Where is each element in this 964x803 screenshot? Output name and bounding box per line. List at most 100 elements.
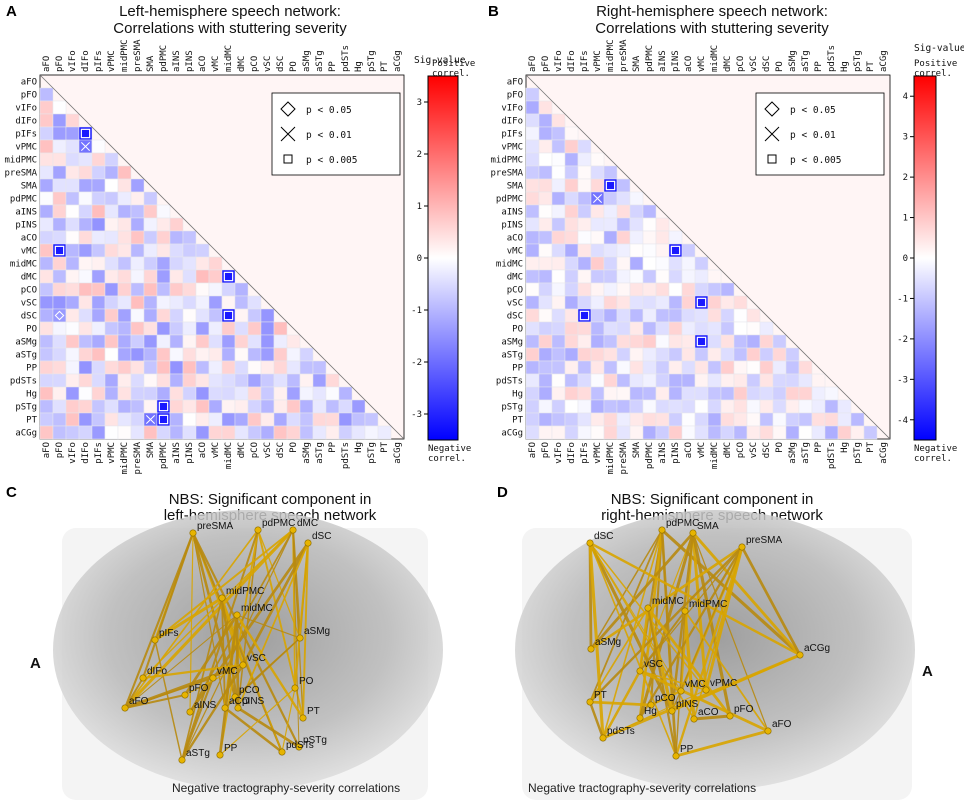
heatmap-cell	[247, 399, 262, 414]
network-edge	[649, 689, 683, 707]
network-node	[178, 756, 186, 764]
heatmap-cell	[746, 412, 761, 427]
heatmap-cell	[364, 425, 379, 440]
heatmap-cell	[286, 412, 301, 427]
heatmap-cell	[65, 282, 80, 297]
heatmap-cell	[143, 373, 158, 388]
heatmap-cell	[65, 295, 80, 310]
heatmap-cell	[655, 282, 670, 297]
heatmap-cell	[91, 360, 106, 375]
heatmap-cell	[551, 217, 566, 232]
row-label: aSMg	[501, 337, 523, 347]
col-label-bottom: Hg	[840, 442, 850, 453]
heatmap-cell	[538, 178, 553, 193]
heatmap-cell	[798, 399, 813, 414]
network-edge	[639, 610, 686, 672]
row-label: vPMC	[15, 142, 37, 152]
row-label: pCO	[507, 285, 523, 295]
heatmap-cell	[52, 191, 67, 206]
network-edge	[218, 613, 239, 757]
heatmap-cell	[351, 412, 366, 427]
col-label-top: pCO	[250, 56, 260, 72]
heatmap-cell	[525, 217, 540, 232]
heatmap-cell	[720, 399, 735, 414]
row-label: PP	[512, 363, 523, 373]
heatmap-cell	[39, 126, 54, 141]
heatmap-cell	[91, 399, 106, 414]
network-node	[121, 704, 129, 712]
col-label-bottom: vPMC	[107, 442, 117, 464]
heatmap-cell	[52, 269, 67, 284]
network-node	[254, 526, 262, 534]
heatmap-cell	[590, 386, 605, 401]
network-node	[295, 743, 303, 751]
heatmap-cell	[221, 425, 236, 440]
heatmap-cell	[629, 308, 644, 323]
heatmap-cell	[117, 412, 132, 427]
heatmap-cell	[733, 373, 748, 388]
network-edge	[639, 670, 707, 691]
panel-b-title-1: Right-hemisphere speech network:	[596, 3, 828, 20]
heatmap-cell	[616, 308, 631, 323]
heatmap-cell	[759, 412, 774, 427]
heatmap-cell	[655, 412, 670, 427]
legend-diamond-label: p < 0.05	[306, 105, 352, 116]
legend-square-icon	[767, 154, 777, 164]
heatmap-cell	[746, 425, 761, 440]
heatmap-cell	[772, 334, 787, 349]
heatmap-cell	[260, 386, 275, 401]
panel-d-title-1: NBS: Significant component in	[611, 491, 814, 508]
col-label-bottom: aFO	[528, 442, 538, 458]
heatmap-cell	[629, 217, 644, 232]
heatmap-cell	[590, 295, 605, 310]
panel-b-title-2: Correlations with stuttering severity	[595, 20, 829, 37]
heatmap-cell	[629, 282, 644, 297]
heatmap-cell	[577, 373, 592, 388]
heatmap-cell	[590, 204, 605, 219]
col-label-bottom: vSC	[263, 442, 273, 458]
col-label-bottom: pdPMC	[159, 442, 169, 469]
heatmap-cell	[195, 425, 210, 440]
row-label: pdSTs	[10, 376, 37, 386]
heatmap-cell	[603, 373, 618, 388]
heatmap-cell	[642, 217, 657, 232]
heatmap-cell	[299, 386, 314, 401]
heatmap-cell	[52, 386, 67, 401]
heatmap-cell	[655, 373, 670, 388]
network-node	[209, 674, 217, 682]
col-label-top: dMC	[237, 56, 247, 72]
heatmap-cell	[642, 360, 657, 375]
heatmap-cell	[273, 386, 288, 401]
heatmap-cell	[325, 425, 340, 440]
heatmap-cell	[78, 178, 93, 193]
heatmap-cell	[564, 217, 579, 232]
row-label: aSTg	[501, 350, 523, 360]
heatmap-cell	[286, 399, 301, 414]
heatmap-cell	[182, 308, 197, 323]
heatmap-cell	[603, 347, 618, 362]
heatmap-cell	[538, 373, 553, 388]
network-node-label: aCO	[698, 707, 719, 718]
heatmap-cell	[551, 308, 566, 323]
row-label: PO	[26, 324, 37, 334]
col-label-bottom: aINS	[658, 442, 668, 464]
heatmap-cell	[182, 243, 197, 258]
heatmap-cell	[273, 425, 288, 440]
col-label-top: vSC	[749, 56, 759, 72]
heatmap-cell	[694, 321, 709, 336]
network-edge	[236, 706, 301, 749]
heatmap-cell	[681, 321, 696, 336]
col-label-bottom: PT	[866, 441, 876, 452]
heatmap-cell	[538, 399, 553, 414]
heatmap-cell	[65, 113, 80, 128]
network-node-label: aINS	[194, 700, 217, 711]
heatmap-cell	[616, 412, 631, 427]
network-edge	[588, 541, 674, 713]
heatmap-cell	[130, 412, 145, 427]
heatmap-cell	[91, 256, 106, 271]
heatmap-cell	[551, 230, 566, 245]
col-label-bottom: PP	[814, 441, 824, 452]
heatmap-cell	[130, 399, 145, 414]
heatmap-cell	[538, 100, 553, 115]
heatmap-cell	[169, 399, 184, 414]
